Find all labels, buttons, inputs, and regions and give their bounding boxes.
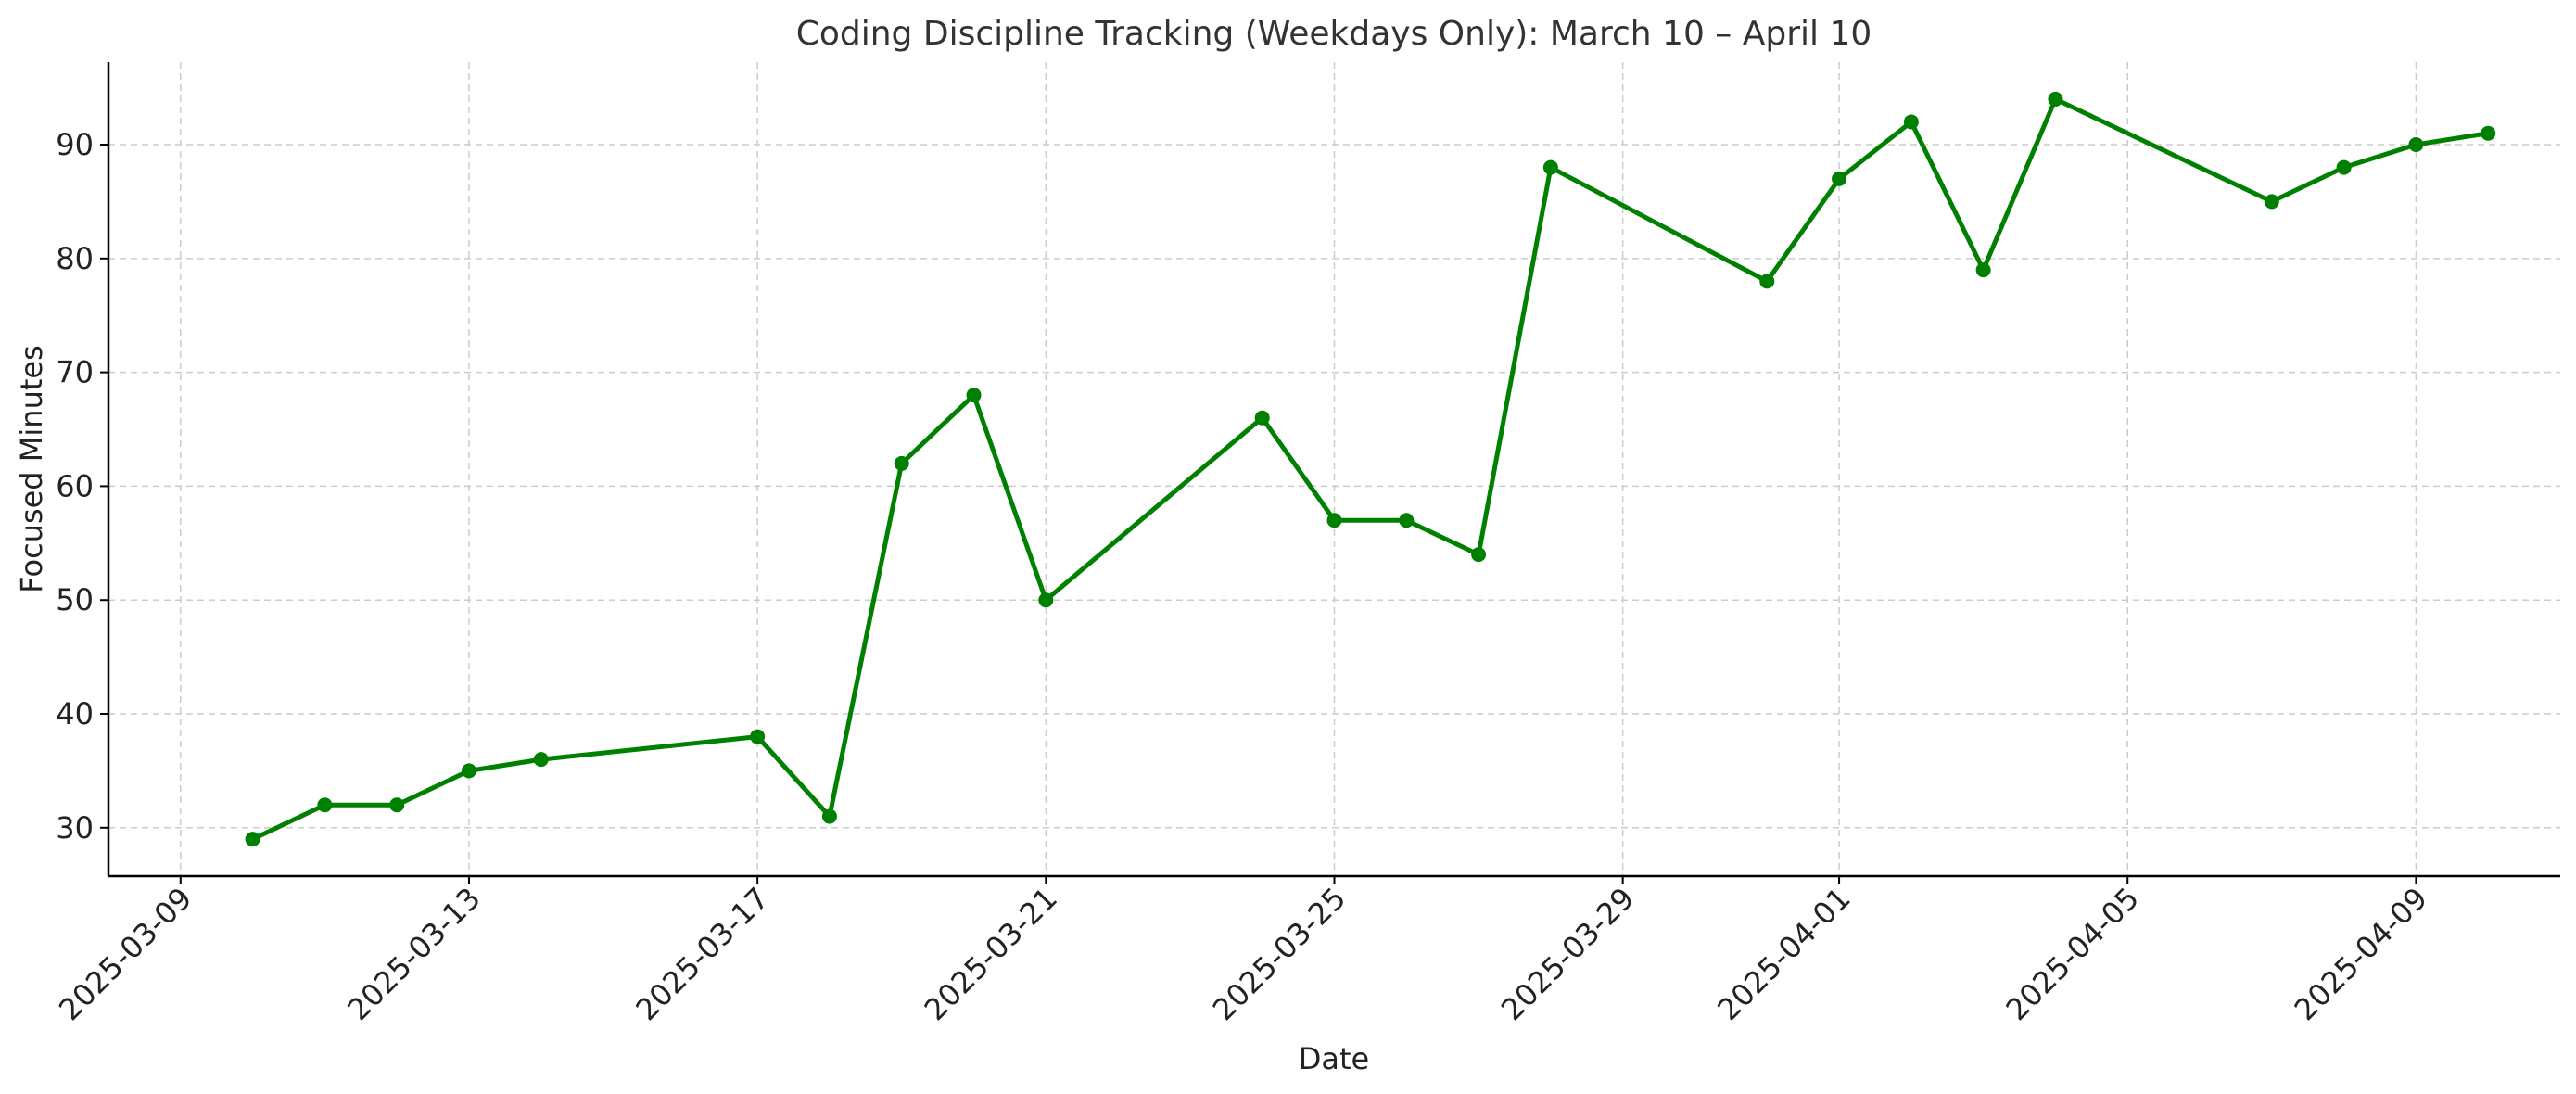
x-tick-label: 2025-03-21 bbox=[918, 881, 1064, 1027]
y-tick-label: 90 bbox=[56, 127, 94, 162]
data-point bbox=[1471, 547, 1487, 563]
y-tick-label: 40 bbox=[56, 696, 94, 731]
y-tick-label: 70 bbox=[56, 355, 94, 390]
data-point bbox=[2048, 91, 2063, 107]
data-point bbox=[2481, 125, 2496, 141]
y-tick-label: 50 bbox=[56, 582, 94, 617]
data-point bbox=[1254, 410, 1270, 426]
data-point bbox=[966, 388, 982, 403]
tick-labels: 2025-03-09 2025-03-13 2025-03-17 2025-03-21… bbox=[52, 127, 2434, 1027]
data-point bbox=[1542, 159, 1558, 175]
x-tick-label: 2025-03-17 bbox=[628, 881, 775, 1027]
x-tick-label: 2025-03-25 bbox=[1206, 881, 1352, 1027]
data-point bbox=[821, 808, 837, 824]
data-point bbox=[1759, 274, 1775, 289]
y-tick-label: 80 bbox=[56, 241, 94, 276]
data-point bbox=[389, 797, 405, 813]
data-point bbox=[533, 752, 549, 768]
data-point bbox=[1326, 513, 1342, 528]
x-axis-label: Date bbox=[1299, 1041, 1369, 1076]
x-tick-label: 2025-04-09 bbox=[2288, 881, 2434, 1027]
data-point bbox=[2408, 137, 2424, 153]
data-point bbox=[1832, 171, 1847, 186]
data-point bbox=[894, 455, 909, 471]
x-tick-label: 2025-04-01 bbox=[1710, 881, 1857, 1027]
y-tick-label: 60 bbox=[56, 468, 94, 503]
chart-title: Coding Discipline Tracking (Weekdays Onl… bbox=[796, 15, 1872, 53]
grid bbox=[108, 62, 2560, 876]
x-tick-label: 2025-03-09 bbox=[52, 881, 198, 1027]
data-point bbox=[1038, 592, 1054, 608]
y-tick-label: 30 bbox=[56, 810, 94, 846]
data-point bbox=[317, 797, 333, 813]
data-point bbox=[245, 832, 260, 847]
series-line bbox=[251, 96, 2489, 842]
data-point bbox=[1975, 262, 1991, 278]
x-tick-label: 2025-04-05 bbox=[1999, 881, 2146, 1027]
data-point bbox=[1399, 513, 1415, 528]
x-tick-label: 2025-03-13 bbox=[340, 881, 487, 1027]
data-point bbox=[461, 763, 476, 779]
y-axis-label: Focused Minutes bbox=[14, 345, 49, 593]
data-point bbox=[2264, 194, 2279, 210]
x-tick-label: 2025-03-29 bbox=[1494, 881, 1641, 1027]
series bbox=[245, 91, 2496, 847]
data-point bbox=[750, 729, 766, 744]
data-point bbox=[1903, 114, 1919, 130]
data-point bbox=[2336, 159, 2352, 175]
